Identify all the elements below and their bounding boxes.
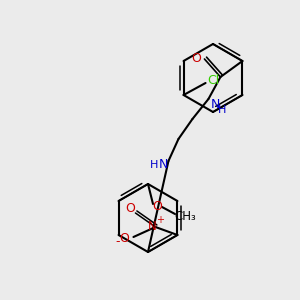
Text: O: O — [191, 52, 201, 64]
Text: N: N — [148, 220, 157, 233]
Text: CH₃: CH₃ — [174, 209, 196, 223]
Text: O: O — [119, 232, 129, 245]
Text: N: N — [159, 158, 168, 172]
Text: H: H — [150, 160, 159, 170]
Text: +: + — [156, 215, 164, 225]
Text: H: H — [218, 105, 226, 115]
Text: O: O — [152, 200, 162, 212]
Text: -: - — [115, 236, 120, 248]
Text: O: O — [125, 202, 135, 215]
Text: Cl: Cl — [207, 74, 220, 86]
Text: N: N — [211, 98, 220, 110]
